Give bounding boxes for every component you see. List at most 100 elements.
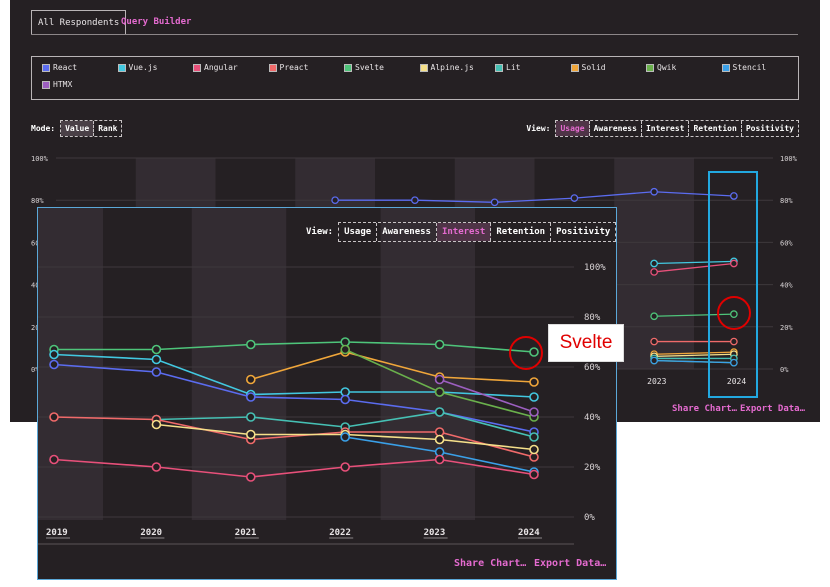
data-point [49, 359, 59, 370]
legend-label: Preact [279, 63, 309, 72]
interest-chart-panel: 100% 80% 60% 40% 20% 0% 2019 2020 2021 2022 2023 20… [37, 207, 617, 580]
tab-query-builder[interactable]: Query Builder [121, 17, 192, 27]
data-point [151, 354, 162, 365]
data-point [730, 310, 738, 318]
mode-toggle: Value Rank [60, 120, 123, 137]
legend-swatch [570, 63, 579, 72]
y-tick-label: 40% [584, 413, 601, 423]
view-control-inset: View: Usage Awareness Interest Retention… [306, 222, 616, 242]
series-line-solid [250, 351, 535, 383]
view-retention-button[interactable]: Retention [689, 121, 742, 136]
data-point [570, 194, 579, 202]
legend-item-react[interactable]: React [42, 63, 77, 72]
x-tick-label: 2020 [140, 528, 162, 538]
data-point [340, 462, 351, 472]
legend-item-lit[interactable]: Lit [495, 63, 520, 72]
data-point [730, 358, 738, 367]
data-point [650, 259, 658, 268]
svelte-callout: Svelte [548, 324, 624, 362]
mode-rank-button[interactable]: Rank [98, 124, 118, 133]
view-usage-button-inset[interactable]: Usage [339, 223, 378, 241]
legend-label: React [53, 63, 78, 72]
data-point [650, 268, 658, 276]
data-point [49, 349, 59, 360]
data-point [490, 198, 499, 207]
y-tick-label-right: 40% [780, 282, 793, 290]
view-retention-button-inset[interactable]: Retention [491, 223, 552, 241]
data-point [151, 344, 162, 355]
legend-item-solid[interactable]: Solid [570, 63, 606, 72]
data-point [434, 339, 445, 350]
series-line-react [335, 191, 734, 203]
tab-all-respondents[interactable]: All Respondents [31, 10, 127, 35]
data-point [151, 419, 162, 430]
data-point [246, 472, 256, 482]
data-point [529, 407, 539, 417]
data-point [246, 339, 256, 350]
y-tick-label-left: 0% [31, 366, 40, 374]
data-point [246, 412, 256, 422]
export-data-link-inset[interactable]: Export Data… [534, 558, 607, 569]
data-point [529, 377, 539, 387]
data-point [434, 434, 445, 445]
year-band [380, 208, 475, 520]
legend-swatch [721, 63, 730, 72]
data-point [529, 469, 539, 480]
series-line-preact [53, 416, 535, 458]
x-tick-label: 2022 [329, 528, 351, 538]
legend-swatch [419, 63, 428, 72]
legend-swatch [646, 63, 654, 72]
data-point [246, 392, 256, 402]
legend-item-stencil[interactable]: Stencil [721, 63, 766, 72]
view-awareness-button-inset[interactable]: Awareness [377, 223, 437, 241]
data-point [340, 394, 351, 405]
x-tick-label: 2023 [647, 377, 666, 386]
y-tick-label: 80% [584, 313, 601, 323]
interest-chart: 100% 80% 60% 40% 20% 0% 2019 2020 2021 2022 2023 20… [38, 208, 606, 545]
view-toggle-background: Usage Awareness Interest Retention Posit… [555, 120, 799, 137]
legend-label: Angular [204, 63, 238, 72]
x-tick-label: 2019 [46, 528, 68, 538]
legend-item-qwik[interactable]: Qwik [646, 63, 676, 72]
data-point [650, 187, 658, 196]
legend-swatch [193, 63, 201, 72]
year-band [191, 208, 287, 520]
view-interest-button-inset[interactable]: Interest [436, 223, 492, 241]
legend-item-angular[interactable]: Angular [193, 63, 238, 72]
legend-label: HTMX [53, 80, 73, 89]
export-data-link[interactable]: Export Data… [740, 404, 806, 414]
legend-swatch [42, 80, 50, 89]
legend-item-svelte[interactable]: Svelte [344, 63, 384, 72]
share-chart-link-inset[interactable]: Share Chart… [454, 558, 527, 569]
view-positivity-button-inset[interactable]: Positivity [556, 227, 611, 237]
data-point [49, 454, 59, 465]
series-line-angular [53, 458, 535, 478]
legend-item-htmx[interactable]: HTMX [42, 80, 72, 89]
legend-label: Vue.js [128, 63, 158, 72]
legend-item-vuejs[interactable]: Vue.js [117, 63, 158, 72]
mode-value-button[interactable]: Value [61, 121, 95, 136]
view-label-inset: View: [306, 227, 334, 237]
y-tick-label-right: 80% [780, 197, 793, 205]
data-point [340, 432, 351, 442]
legend-item-alpinejs[interactable]: Alpine.js [419, 63, 474, 72]
y-tick-label-right: 100% [780, 155, 798, 163]
view-usage-button[interactable]: Usage [556, 121, 590, 136]
legend-item-preact[interactable]: Preact [268, 63, 309, 72]
data-point [246, 429, 256, 440]
y-tick-label-right: 60% [780, 239, 793, 247]
share-chart-link[interactable]: Share Chart… [672, 404, 738, 414]
legend-label: Svelte [355, 63, 384, 72]
view-interest-button[interactable]: Interest [642, 121, 690, 136]
view-positivity-button[interactable]: Positivity [745, 124, 794, 133]
data-point [730, 259, 738, 268]
data-point [730, 337, 738, 346]
data-point [650, 337, 658, 346]
legend-label: Alpine.js [430, 63, 474, 72]
series-line-vuejs [53, 353, 535, 398]
data-point [650, 356, 658, 365]
data-point [434, 407, 445, 417]
y-tick-label-right: 20% [780, 324, 793, 332]
data-point [434, 454, 445, 465]
view-awareness-button[interactable]: Awareness [590, 121, 642, 136]
